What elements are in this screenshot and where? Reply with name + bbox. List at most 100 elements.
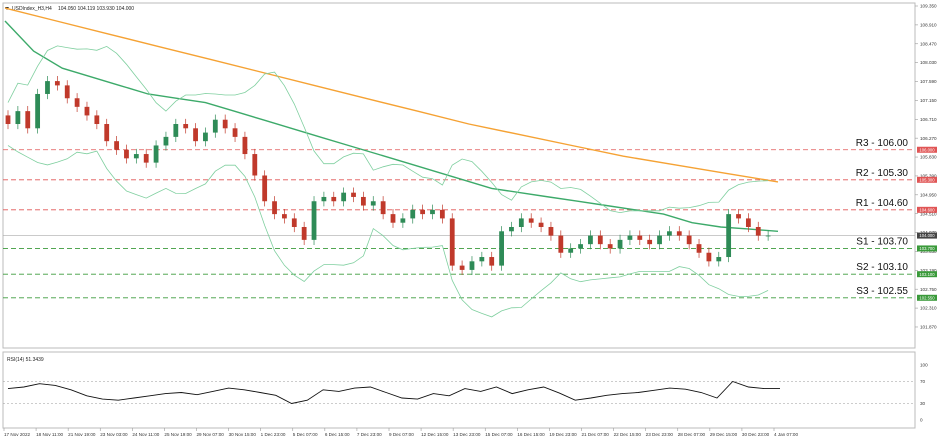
candle-body	[272, 201, 277, 215]
candle-body	[430, 209, 435, 215]
level-badge-text: 103.700	[919, 246, 935, 251]
time-axis-label: 7 Dec 23:00	[357, 432, 382, 437]
candle-body	[84, 106, 90, 116]
candle-body	[676, 231, 682, 236]
price-axis-label: 104.510	[920, 211, 937, 216]
price-axis-label: 104.950	[920, 192, 937, 197]
candle-body	[726, 214, 732, 258]
level-badge	[917, 271, 937, 278]
candlesticks	[5, 75, 771, 276]
time-axis-label: 17 Nov 2022	[4, 432, 30, 437]
candle-body	[114, 141, 119, 150]
rsi-axis-label: 0	[920, 418, 923, 423]
candle-body	[124, 149, 129, 159]
candle-body	[193, 128, 198, 142]
candle-body	[459, 265, 465, 270]
time-axis-label: 25 Nov 19:00	[164, 432, 192, 437]
candle-body	[25, 111, 31, 129]
candle-body	[716, 257, 722, 262]
candle-body	[143, 154, 149, 163]
candle-body	[597, 235, 603, 245]
candle-body	[578, 244, 583, 249]
candle-body	[558, 235, 564, 253]
candle-body	[203, 132, 208, 142]
candle-body	[331, 196, 337, 202]
time-axis-label: 4 Jan 07:00	[774, 432, 798, 437]
time-axis-label: 15 Dec 07:00	[485, 432, 513, 437]
rsi-indicator: 100 70 30 0	[3, 363, 928, 423]
time-axis-label: 29 Nov 07:00	[197, 432, 225, 437]
level-badge	[917, 206, 937, 213]
price-axis-label: 108.470	[920, 41, 937, 46]
level-label: S3 - 102.55	[856, 286, 908, 297]
time-axis-label: 30 Dec 23:00	[742, 432, 770, 437]
time-axis-label: 12 Dec 15:00	[421, 432, 449, 437]
price-axis-label: 107.590	[920, 79, 937, 84]
candle-body	[45, 81, 50, 94]
candle-body	[509, 226, 514, 232]
candle-body	[252, 154, 258, 176]
candle-body	[370, 201, 376, 206]
candle-body	[153, 145, 159, 163]
candle-body	[390, 214, 396, 223]
level-label: R3 - 106.00	[856, 138, 909, 149]
candle-body	[360, 196, 366, 206]
level-badge	[917, 245, 937, 252]
bollinger-lower	[7, 145, 769, 318]
price-axis-label: 106.270	[920, 136, 937, 141]
candle-body	[617, 239, 623, 249]
candle-body	[5, 115, 11, 125]
time-axis-label: 19 Dec 23:00	[549, 432, 577, 437]
candle-body	[499, 231, 504, 266]
candle-body	[538, 222, 544, 227]
time-axis: 17 Nov 2022 18 Nov 11:00 21 Nov 19:00 23 No…	[3, 428, 798, 437]
candle-body	[341, 192, 347, 202]
level-badge	[917, 146, 937, 153]
candle-body	[469, 261, 475, 270]
rsi-axis-label: 100	[920, 363, 928, 368]
main-panel-frame	[2, 2, 916, 349]
level-label: S2 - 103.10	[856, 262, 908, 273]
candle-body	[420, 209, 426, 215]
level-badge	[917, 294, 937, 301]
candle-body	[104, 124, 110, 142]
candle-body	[607, 244, 613, 249]
time-axis-label: 28 Dec 07:00	[678, 432, 706, 437]
level-badge-text: 104.600	[919, 207, 935, 212]
price-axis-label: 102.310	[920, 306, 937, 311]
price-axis-label: 103.190	[920, 268, 937, 273]
level-badge-text: 106.000	[919, 147, 935, 152]
candle-body	[133, 154, 139, 159]
level-labels: R3 - 106.00 106.000 R2 - 105.30 105.300 R1 -…	[856, 138, 937, 301]
time-axis-label: 18 Nov 11:00	[36, 432, 63, 437]
level-label: R2 - 105.30	[856, 168, 909, 179]
candle-body	[568, 248, 574, 253]
candle-body	[222, 119, 228, 129]
price-axis-label: 105.390	[920, 174, 937, 179]
candle-body	[765, 235, 771, 237]
candle-body	[291, 218, 297, 227]
moving-average-line	[4, 7, 779, 183]
time-axis-label: 9 Dec 07:00	[389, 432, 414, 437]
candle-body	[232, 128, 238, 137]
time-axis-label: 13 Dec 23:00	[453, 432, 481, 437]
candle-body	[64, 85, 70, 99]
candle-body	[400, 218, 406, 223]
time-axis-label: 6 Dec 15:00	[325, 432, 350, 437]
candle-body	[479, 257, 485, 262]
candle-body	[548, 226, 554, 236]
candle-body	[54, 81, 60, 86]
candle-body	[94, 115, 100, 125]
rsi-panel-frame	[2, 351, 916, 429]
time-axis-label: 24 Nov 11:00	[132, 432, 159, 437]
candle-body	[667, 231, 672, 236]
candle-body	[489, 257, 495, 266]
candle-body	[588, 235, 593, 245]
candle-body	[518, 218, 524, 227]
time-axis-label: 21 Dec 07:00	[582, 432, 610, 437]
price-axis-label: 108.910	[920, 22, 937, 27]
time-axis-label: 22 Dec 15:00	[614, 432, 642, 437]
price-axis-label: 108.030	[920, 60, 937, 65]
